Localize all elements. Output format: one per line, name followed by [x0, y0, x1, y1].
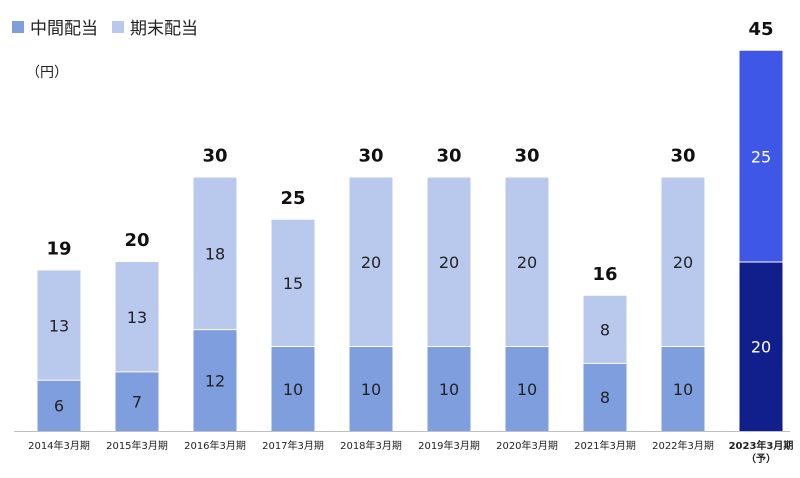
bar-interim — [739, 262, 783, 431]
legend-item-interim: 中間配当 — [12, 14, 98, 39]
bar-year-end — [193, 177, 237, 330]
legend-item-year-end: 期末配当 — [112, 14, 198, 39]
data-label-total: 25 — [280, 188, 305, 209]
bar-interim — [271, 346, 315, 431]
bar-interim — [427, 346, 471, 431]
x-tick-label: 2020年3月期 — [496, 439, 558, 452]
data-label-year-end: 25 — [751, 147, 771, 166]
data-label-year-end: 20 — [517, 253, 537, 272]
data-label-interim: 12 — [205, 371, 225, 390]
x-tick-label: 2023年3月期 — [729, 439, 794, 452]
data-label-interim: 10 — [673, 380, 693, 399]
data-label-year-end: 20 — [361, 253, 381, 272]
y-axis-unit-label: （円） — [26, 65, 68, 81]
x-tick-label: 2017年3月期 — [262, 439, 324, 452]
legend-swatch-year-end — [112, 20, 124, 33]
bar-interim — [349, 346, 393, 431]
x-tick-label: 2021年3月期 — [574, 439, 636, 452]
data-label-total: 45 — [748, 19, 773, 40]
x-tick-label: 2014年3月期 — [28, 439, 90, 452]
x-tick-label: 2018年3月期 — [340, 439, 402, 452]
data-label-interim: 20 — [751, 338, 771, 357]
data-label-total: 30 — [514, 146, 539, 167]
data-label-total: 30 — [202, 146, 227, 167]
data-label-interim: 10 — [517, 380, 537, 399]
data-label-interim: 10 — [361, 380, 381, 399]
data-label-total: 30 — [670, 146, 695, 167]
x-tick-label: 2019年3月期 — [418, 439, 480, 452]
data-label-total: 30 — [358, 146, 383, 167]
data-label-total: 19 — [46, 238, 71, 259]
bar-interim — [661, 346, 705, 431]
bar-year-end — [505, 177, 549, 347]
data-label-interim: 6 — [54, 397, 64, 416]
x-tick-label-suffix: （予） — [746, 452, 776, 465]
bar-year-end — [271, 219, 315, 347]
data-label-total: 20 — [124, 230, 149, 251]
data-label-interim: 7 — [132, 392, 142, 411]
bar-year-end — [37, 270, 81, 381]
legend-label-year-end: 期末配当 — [130, 19, 198, 39]
bar-interim — [193, 329, 237, 431]
bar-year-end — [661, 177, 705, 347]
chart-legend: 中間配当 期末配当 — [12, 14, 212, 39]
bar-year-end — [739, 50, 783, 262]
legend-swatch-interim — [12, 20, 24, 33]
data-label-year-end: 8 — [600, 321, 610, 340]
data-label-total: 30 — [436, 146, 461, 167]
data-label-year-end: 20 — [439, 253, 459, 272]
data-label-interim: 10 — [283, 380, 303, 399]
bar-interim — [505, 346, 549, 431]
data-label-interim: 10 — [439, 380, 459, 399]
data-label-year-end: 13 — [127, 308, 147, 327]
data-label-year-end: 18 — [205, 245, 225, 264]
bar-year-end — [349, 177, 393, 347]
bar-interim — [583, 363, 627, 431]
legend-label-interim: 中間配当 — [30, 19, 98, 39]
data-label-year-end: 15 — [283, 274, 303, 293]
x-tick-label: 2015年3月期 — [106, 439, 168, 452]
data-label-year-end: 13 — [49, 316, 69, 335]
bar-interim — [115, 371, 159, 431]
bar-year-end — [115, 262, 159, 372]
data-label-total: 16 — [592, 264, 617, 285]
x-tick-label: 2016年3月期 — [184, 439, 246, 452]
bar-year-end — [427, 177, 471, 347]
bar-interim — [37, 380, 81, 431]
data-label-year-end: 20 — [673, 253, 693, 272]
data-label-interim: 8 — [600, 388, 610, 407]
bar-year-end — [583, 295, 627, 364]
x-tick-label: 2022年3月期 — [652, 439, 714, 452]
